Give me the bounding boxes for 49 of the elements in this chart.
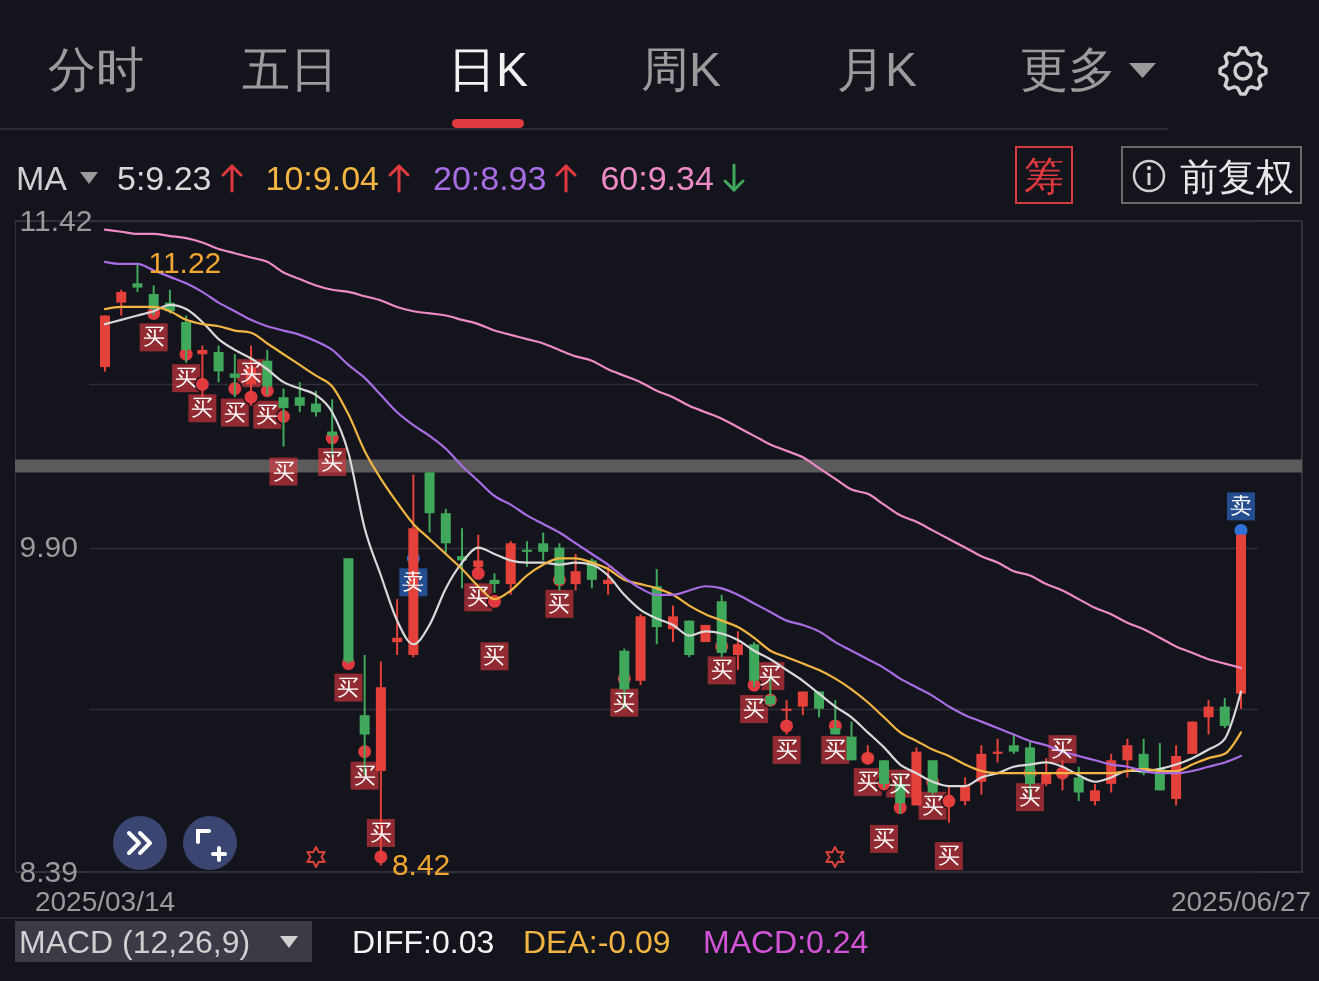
data-label: 买 [223,399,246,425]
data-label: 买 [142,324,165,350]
text: 更多 [1020,43,1116,96]
text: 60:9.34 [600,159,714,197]
data-label: 买 [548,590,571,616]
data-label: 买 [272,458,295,484]
data-label: 买 [759,663,782,689]
text: 5:9.23 [117,159,212,197]
text: 月K [836,43,918,96]
data-label: 买 [856,769,879,795]
text: 五日 [242,43,338,96]
text: MACD (12,26,9) [19,924,251,960]
data-label: 卖 [1230,493,1252,519]
data-label: 买 [743,696,766,722]
text: 日K [447,43,529,96]
data-label: 买 [1019,784,1042,810]
y-tick-label: 9.90 [19,530,78,564]
data-label: 买 [937,843,960,869]
legend-title: MA [16,159,67,197]
data-label: 买 [191,395,214,421]
data-label: 买 [775,736,798,762]
data-label: 买 [175,365,198,391]
data-label: 买 [353,762,376,788]
data-label: 买 [369,819,392,845]
text: 分时 [48,43,144,96]
text: 前复权 [1180,156,1294,198]
y-tick-label: 11.42 [19,203,93,237]
text: 10:9.04 [265,159,379,197]
annotation: 8.42 [391,847,451,881]
x-tick-label: 2025/06/27 [1170,885,1312,917]
text: DIFF:0.03 [352,924,495,960]
text: DEA:-0.09 [523,924,671,960]
text: 周K [640,43,722,96]
text: MACD:0.24 [703,924,869,960]
text: 20:8.93 [432,159,547,197]
y-tick-label: 8.39 [19,854,78,888]
annotation: 11.22 [148,245,222,279]
data-label: 买 [921,792,944,818]
data-label: 买 [467,584,490,610]
data-label: 买 [824,736,847,762]
text: 筹 [1024,154,1064,198]
data-label: 买 [872,825,895,851]
data-label: 买 [321,449,344,474]
data-label: 买 [256,401,279,427]
data-label: 买 [710,657,733,683]
data-label: 买 [337,674,360,700]
x-tick-label: 2025/03/14 [34,885,176,917]
data-label: 买 [240,360,263,386]
data-label: 买 [483,643,506,669]
